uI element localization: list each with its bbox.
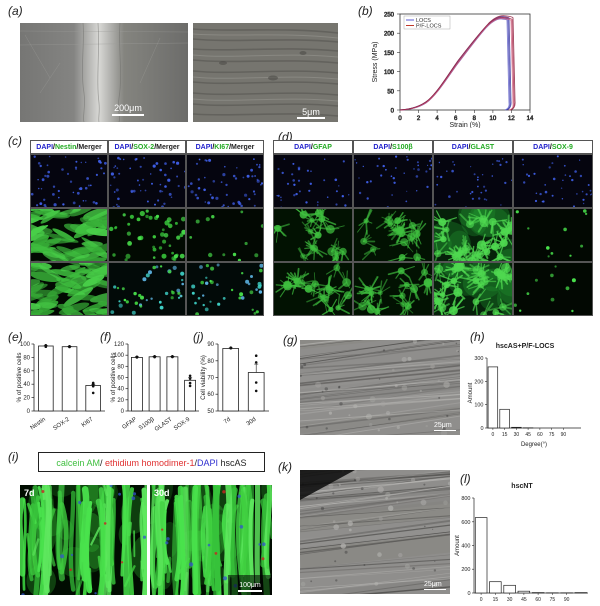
svg-text:80: 80 (117, 364, 124, 370)
svg-text:50: 50 (387, 89, 394, 95)
svg-text:SOX-2: SOX-2 (52, 416, 71, 432)
svg-text:% of positive cells: % of positive cells (16, 352, 23, 402)
svg-text:2: 2 (417, 116, 421, 122)
svg-text:0: 0 (398, 116, 402, 122)
svg-text:800: 800 (461, 496, 470, 502)
svg-text:600: 600 (461, 520, 470, 526)
svg-text:0: 0 (391, 109, 395, 115)
svg-text:Stress (MPa): Stress (MPa) (372, 42, 379, 83)
svg-text:10: 10 (490, 116, 497, 122)
svg-text:GFAP: GFAP (121, 417, 138, 431)
svg-text:60: 60 (537, 432, 543, 438)
svg-text:0: 0 (480, 426, 483, 432)
svg-text:300: 300 (474, 356, 483, 362)
svg-text:14: 14 (527, 116, 534, 122)
svg-text:7d: 7d (223, 417, 232, 426)
svg-text:30: 30 (507, 597, 513, 603)
svg-text:60: 60 (117, 376, 124, 382)
svg-text:GLAST: GLAST (154, 417, 174, 433)
svg-text:150: 150 (384, 51, 395, 57)
svg-text:0: 0 (121, 409, 125, 415)
svg-text:20: 20 (23, 396, 30, 402)
svg-text:45: 45 (525, 432, 531, 438)
svg-text:4: 4 (435, 116, 439, 122)
svg-text:45: 45 (521, 597, 527, 603)
svg-text:KI67: KI67 (81, 416, 95, 428)
svg-text:hscNT: hscNT (511, 483, 533, 490)
svg-text:90: 90 (561, 432, 567, 438)
svg-text:5μm: 5μm (302, 107, 320, 117)
svg-text:80: 80 (23, 355, 30, 361)
svg-text:100: 100 (20, 342, 31, 348)
svg-text:100: 100 (474, 403, 483, 409)
svg-text:75: 75 (549, 432, 555, 438)
svg-text:30: 30 (514, 432, 520, 438)
svg-text:100μm: 100μm (239, 582, 261, 589)
svg-text:75: 75 (550, 597, 556, 603)
svg-text:15: 15 (502, 432, 508, 438)
svg-text:60: 60 (23, 369, 30, 375)
svg-text:hscAS+P/F-LOCS: hscAS+P/F-LOCS (496, 343, 555, 350)
svg-text:200μm: 200μm (114, 103, 142, 113)
svg-text:0: 0 (492, 432, 495, 438)
svg-text:120: 120 (114, 342, 125, 348)
svg-text:200: 200 (474, 379, 483, 385)
svg-text:40: 40 (23, 382, 30, 388)
svg-text:7d: 7d (24, 488, 35, 498)
svg-text:20: 20 (117, 398, 124, 404)
svg-text:0: 0 (480, 597, 483, 603)
svg-text:15: 15 (493, 597, 499, 603)
svg-text:P/F-LOCS: P/F-LOCS (416, 24, 442, 30)
svg-text:Amount: Amount (455, 535, 461, 556)
svg-text:30d: 30d (154, 488, 170, 498)
svg-text:250: 250 (384, 13, 395, 19)
svg-text:400: 400 (461, 544, 470, 550)
svg-text:60: 60 (207, 392, 214, 398)
svg-text:90: 90 (207, 342, 214, 348)
svg-text:60: 60 (535, 597, 541, 603)
svg-text:70: 70 (207, 376, 214, 382)
svg-text:200: 200 (461, 567, 470, 573)
svg-text:Strain (%): Strain (%) (449, 122, 480, 128)
svg-text:0: 0 (27, 409, 31, 415)
svg-text:S100β: S100β (138, 416, 156, 431)
svg-text:SOX-9: SOX-9 (173, 416, 192, 432)
svg-text:% of positive cells: % of positive cells (110, 352, 117, 402)
svg-text:50: 50 (207, 409, 214, 415)
svg-text:Cell viability (%): Cell viability (%) (200, 355, 207, 400)
svg-text:30d: 30d (246, 417, 258, 428)
svg-text:200: 200 (384, 32, 395, 38)
svg-text:0: 0 (467, 591, 470, 597)
svg-text:90: 90 (564, 597, 570, 603)
svg-text:40: 40 (117, 387, 124, 393)
svg-text:Nestin: Nestin (30, 417, 47, 432)
svg-text:12: 12 (508, 116, 515, 122)
svg-text:Degree(°): Degree(°) (521, 442, 547, 448)
svg-text:100: 100 (384, 70, 395, 76)
svg-text:Amount: Amount (468, 382, 474, 403)
svg-text:80: 80 (207, 359, 214, 365)
